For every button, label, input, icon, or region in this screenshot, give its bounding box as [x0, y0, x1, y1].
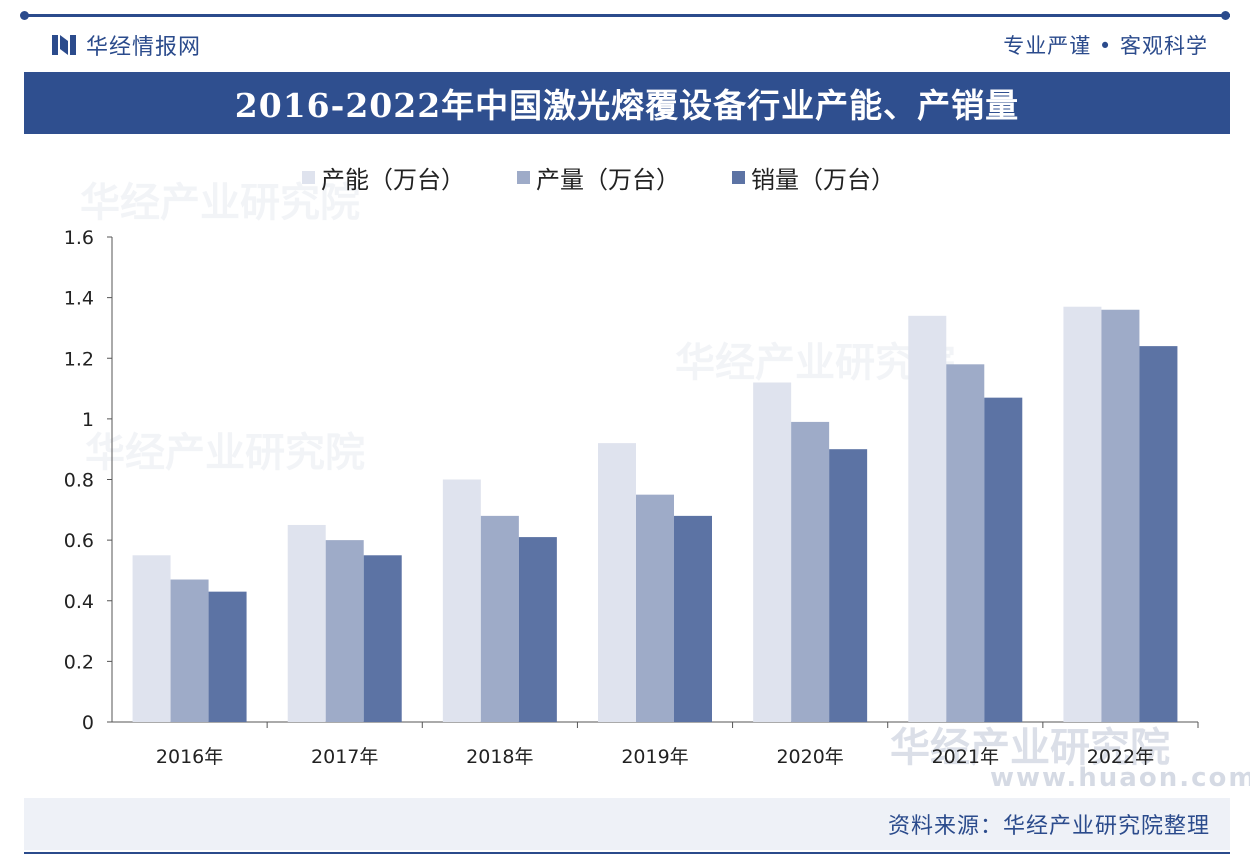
x-tick-label: 2018年	[466, 746, 533, 768]
brand-name: 华经情报网	[86, 35, 202, 60]
title-bar: 2016-2022年中国激光熔覆设备行业产能、产销量	[24, 72, 1230, 134]
top-rule-dot	[1221, 11, 1230, 20]
y-tick-label: 1.2	[64, 348, 94, 370]
brand-logo-icon	[52, 35, 76, 55]
watermark-url: www.huaon.com	[990, 763, 1250, 793]
legend-item: 销量（万台）	[732, 160, 895, 195]
bar	[674, 515, 712, 722]
bar	[518, 537, 557, 722]
x-tick-label: 2016年	[156, 746, 223, 768]
y-tick-label: 1.6	[64, 227, 94, 249]
bar	[908, 315, 947, 722]
bar	[442, 479, 481, 722]
bar	[132, 555, 171, 722]
x-tick-label: 2021年	[932, 746, 999, 768]
bar	[325, 540, 364, 722]
legend-label: 产能（万台）	[321, 166, 465, 194]
x-tick-label: 2017年	[311, 746, 378, 768]
y-tick-label: 0.4	[64, 591, 94, 613]
footer-band	[24, 798, 1230, 850]
brand: 华经情报网	[50, 30, 201, 60]
bottom-rule	[24, 852, 1230, 854]
bar	[598, 443, 636, 722]
watermark: 华经产业研究院	[80, 180, 360, 226]
bar	[946, 364, 985, 722]
bar	[791, 421, 830, 722]
watermark: 华经产业研究院	[85, 430, 365, 476]
chart-title: 2016-2022年中国激光熔覆设备行业产能、产销量	[234, 86, 1020, 125]
legend-swatch-sales	[732, 171, 745, 184]
bar	[287, 524, 326, 722]
bar	[170, 579, 209, 722]
legend-label: 销量（万台）	[751, 166, 895, 194]
bar	[636, 494, 674, 722]
legend-label: 产量（万台）	[536, 166, 680, 194]
top-rule	[24, 14, 1230, 17]
legend-swatch-capacity	[302, 171, 315, 184]
legend: 产能（万台） 产量（万台） 销量（万台）	[302, 160, 895, 195]
watermark: 华经产业研究院	[890, 725, 1170, 771]
x-tick-label: 2022年	[1087, 746, 1154, 768]
bar	[208, 591, 247, 722]
source-note: 资料来源：华经产业研究院整理	[887, 814, 1210, 839]
bar	[984, 397, 1023, 722]
bar	[1139, 346, 1178, 722]
y-tick-label: 0.2	[64, 651, 94, 673]
bar	[363, 555, 402, 722]
legend-item: 产量（万台）	[517, 160, 680, 195]
bar	[753, 382, 792, 722]
bar	[829, 449, 868, 722]
y-tick-label: 0.6	[64, 530, 94, 552]
y-tick-label: 1	[82, 409, 94, 431]
slogan: 专业严谨 • 客观科学	[1003, 34, 1208, 58]
bar	[480, 515, 519, 722]
y-tick-label: 0	[82, 712, 94, 734]
top-rule-dot	[20, 11, 29, 20]
legend-swatch-production	[517, 171, 530, 184]
bar	[1101, 309, 1140, 722]
y-tick-label: 0.8	[64, 470, 94, 492]
bar	[1063, 306, 1102, 722]
y-tick-label: 1.4	[64, 288, 94, 310]
legend-item: 产能（万台）	[302, 160, 465, 195]
x-tick-label: 2019年	[621, 746, 688, 768]
x-tick-label: 2020年	[776, 746, 843, 768]
